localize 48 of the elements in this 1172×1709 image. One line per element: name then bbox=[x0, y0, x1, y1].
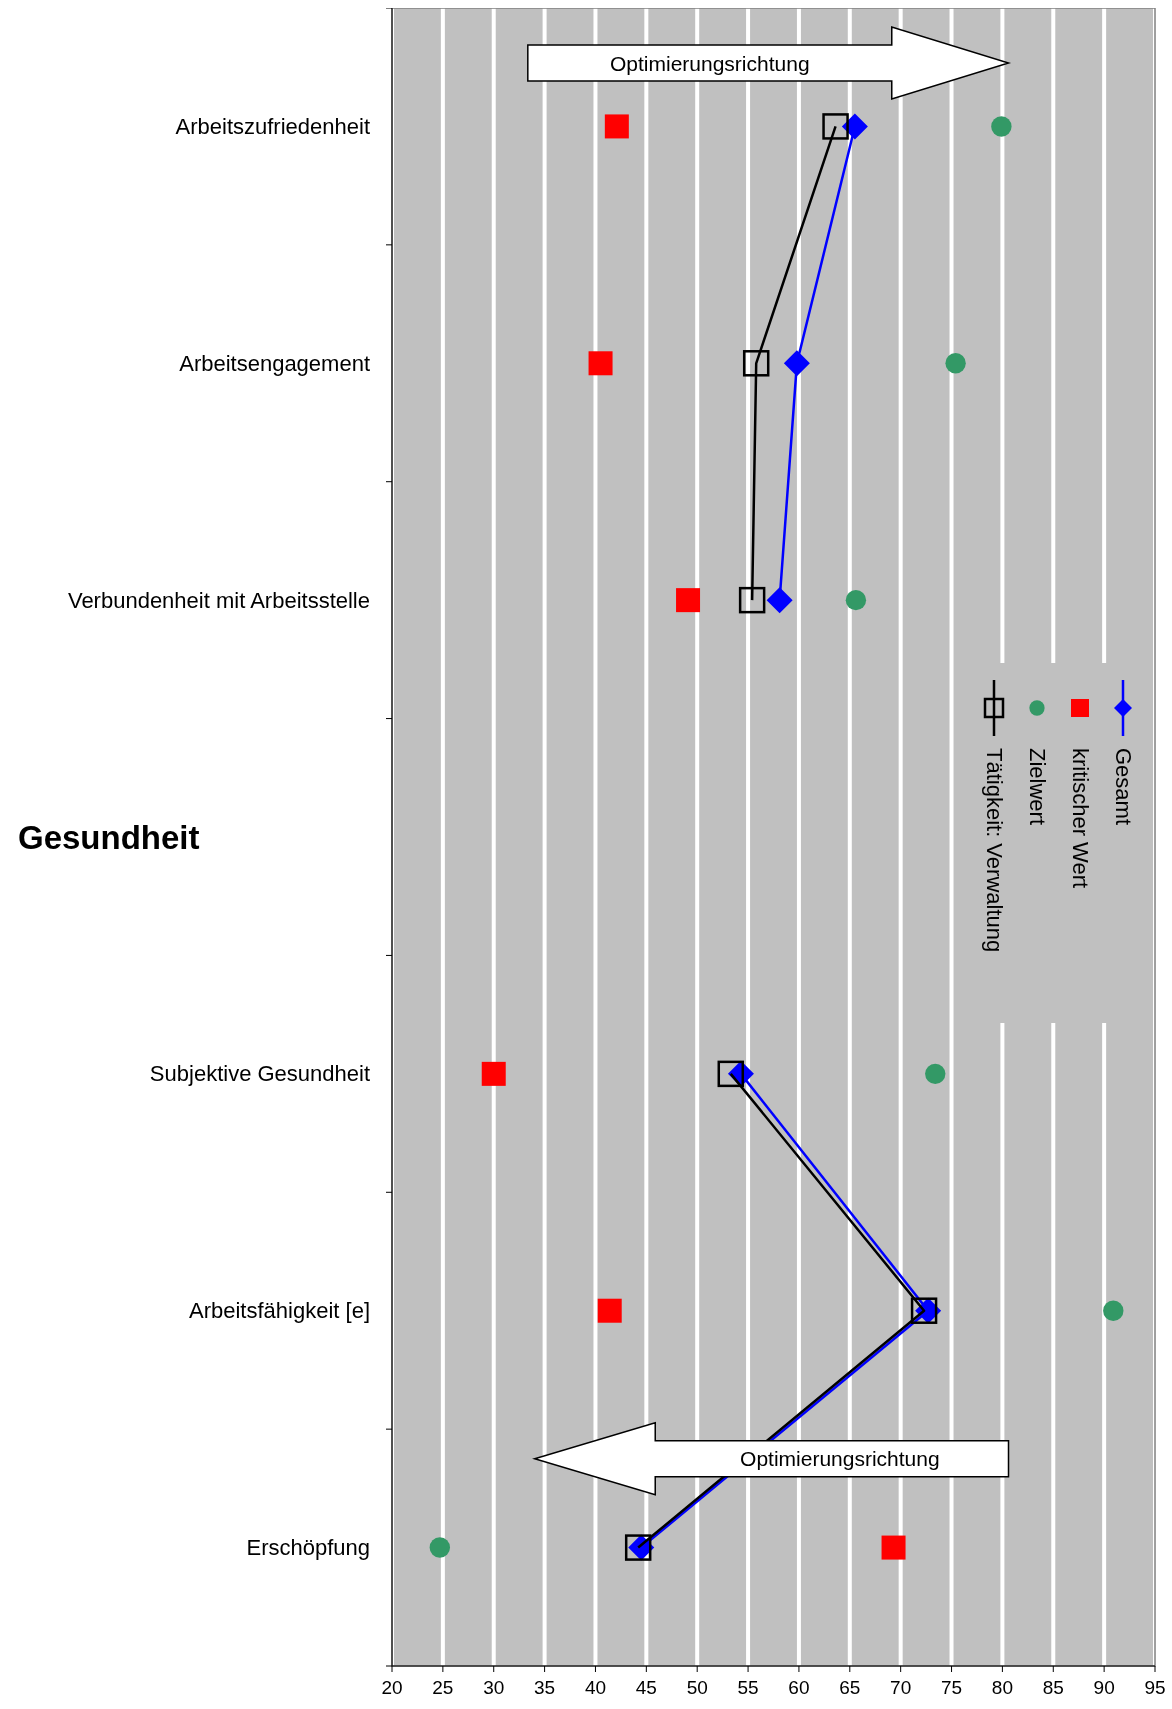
y-tick-label: Arbeitsfähigkeit [e] bbox=[189, 1298, 370, 1324]
point bbox=[429, 1537, 451, 1558]
x-tick-label: 55 bbox=[737, 1677, 759, 1698]
y-tick-label: Erschöpfung bbox=[246, 1535, 370, 1561]
x-tick-label: 70 bbox=[890, 1677, 912, 1698]
text: Tätigkeit: Verwaltung bbox=[981, 748, 1007, 953]
point bbox=[717, 1060, 745, 1088]
x-tick-label: 60 bbox=[788, 1677, 810, 1698]
text: Gesamt bbox=[1110, 748, 1136, 826]
text: Gesundheit bbox=[18, 818, 200, 856]
point bbox=[588, 351, 613, 376]
point bbox=[766, 587, 793, 614]
x-tick-label: 90 bbox=[1093, 1677, 1115, 1698]
point bbox=[822, 113, 849, 140]
y-tick-label: Verbundenheit mit Arbeitsstelle bbox=[67, 587, 370, 613]
point bbox=[945, 353, 966, 374]
x-tick-label: 65 bbox=[839, 1677, 861, 1698]
x-tick-label: 20 bbox=[381, 1677, 403, 1698]
point bbox=[738, 586, 766, 614]
annotation: Optimierungsrichtung bbox=[740, 1447, 940, 1471]
x-tick-label: 85 bbox=[1042, 1677, 1064, 1698]
x-tick-label: 35 bbox=[534, 1677, 556, 1698]
point bbox=[1103, 1300, 1124, 1321]
point bbox=[910, 1297, 938, 1324]
point bbox=[604, 114, 629, 139]
x-tick-label: 40 bbox=[584, 1677, 607, 1698]
point bbox=[783, 350, 810, 377]
x-tick-label: 50 bbox=[686, 1677, 708, 1698]
text: Zielwert bbox=[1024, 748, 1050, 826]
point bbox=[925, 1063, 946, 1085]
point bbox=[481, 1061, 506, 1086]
x-tick-label: 25 bbox=[432, 1677, 454, 1698]
x-tick-label: 75 bbox=[940, 1677, 963, 1698]
point bbox=[597, 1298, 622, 1323]
y-tick-label: Subjektive Gesundheit bbox=[149, 1061, 370, 1087]
point bbox=[881, 1535, 906, 1560]
point bbox=[742, 350, 770, 377]
point bbox=[845, 589, 867, 611]
text: kritischer Wert bbox=[1067, 748, 1093, 889]
annotation: Optimierungsrichtung bbox=[609, 51, 810, 75]
x-tick-label: 45 bbox=[635, 1677, 657, 1698]
x-tick-label: 30 bbox=[483, 1677, 505, 1698]
y-tick-label: Arbeitszufriedenheit bbox=[175, 113, 370, 139]
x-tick-label: 95 bbox=[1144, 1677, 1166, 1698]
point bbox=[991, 116, 1012, 137]
x-tick-label: 80 bbox=[991, 1677, 1013, 1698]
point bbox=[676, 588, 701, 613]
y-tick-label: Arbeitsengagement bbox=[179, 350, 370, 376]
